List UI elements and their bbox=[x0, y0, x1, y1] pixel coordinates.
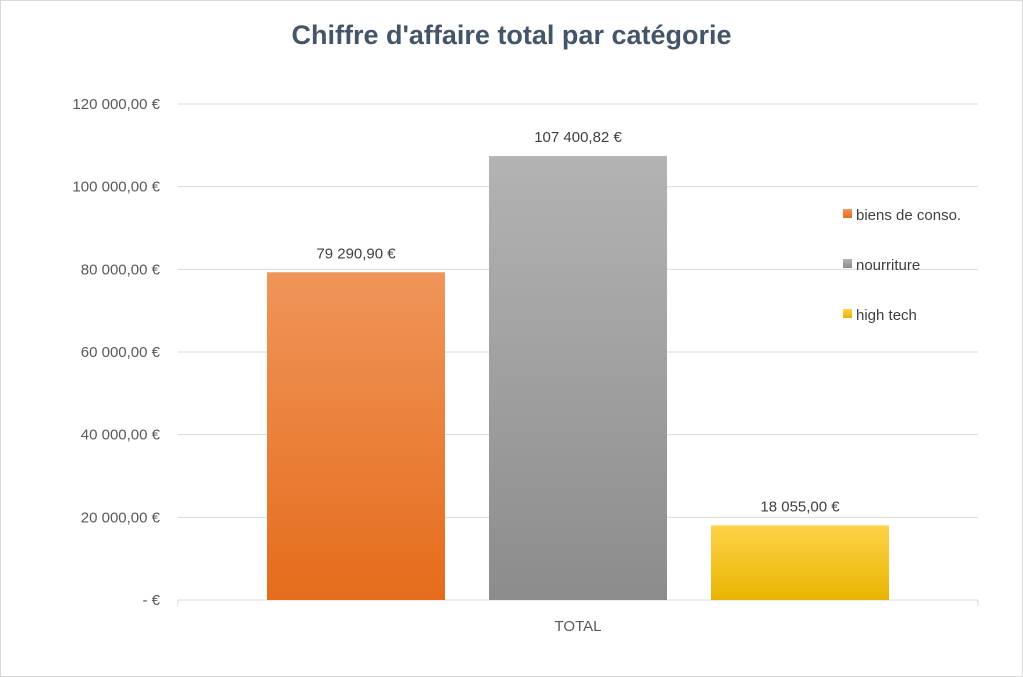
y-tick-label: 20 000,00 € bbox=[81, 509, 161, 526]
data-label: 107 400,82 € bbox=[534, 129, 622, 146]
y-tick-label: 60 000,00 € bbox=[81, 344, 161, 361]
y-tick-label: 100 000,00 € bbox=[72, 179, 160, 196]
data-label: 79 290,90 € bbox=[316, 245, 396, 262]
legend-swatch bbox=[843, 209, 852, 218]
bar-nourriture bbox=[489, 156, 667, 601]
legend-swatch bbox=[843, 259, 852, 268]
bar-biens-de-conso bbox=[267, 272, 445, 600]
y-tick-label: - € bbox=[142, 592, 160, 609]
y-tick-label: 120 000,00 € bbox=[72, 96, 160, 113]
legend-label: nourriture bbox=[856, 257, 920, 274]
legend-swatch bbox=[843, 309, 852, 318]
legend-label: high tech bbox=[856, 307, 917, 324]
x-tick-label: TOTAL bbox=[555, 618, 602, 635]
legend-label: biens de conso. bbox=[856, 207, 961, 224]
chart-title: Chiffre d'affaire total par catégorie bbox=[291, 20, 732, 50]
y-tick-label: 40 000,00 € bbox=[81, 427, 161, 444]
data-label: 18 055,00 € bbox=[760, 498, 840, 515]
bar-high-tech bbox=[711, 525, 889, 600]
y-tick-label: 80 000,00 € bbox=[81, 261, 161, 278]
